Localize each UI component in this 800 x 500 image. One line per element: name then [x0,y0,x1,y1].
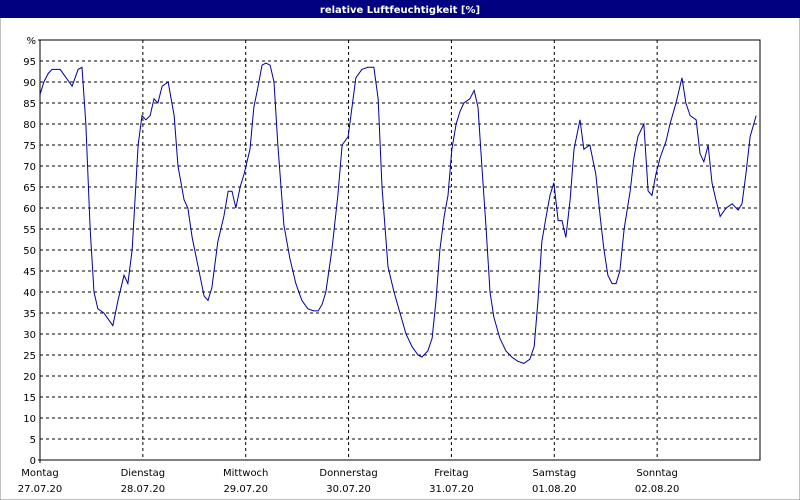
y-tick-label: 30 [23,330,36,341]
x-tick-label: Sonntag [636,468,678,479]
x-tick-label: Samstag [532,468,576,479]
y-tick-label: 35 [23,309,36,320]
x-tick-date: 31.07.20 [429,484,474,495]
chart-title: relative Luftfeuchtigkeit [%] [320,5,480,16]
y-tick-label: 15 [23,393,36,404]
y-tick-label: 75 [23,141,36,152]
y-tick-label: 5 [30,435,36,446]
y-tick-label: 65 [23,183,36,194]
data-line [39,62,757,364]
x-tick-label: Dienstag [121,468,166,479]
x-tick-label: Montag [21,468,58,479]
y-tick-label: 10 [23,414,36,425]
y-tick-label: 70 [23,162,36,173]
y-tick-label: 60 [23,204,36,215]
y-tick-label: 25 [23,351,36,362]
y-tick-label: 0 [30,456,36,467]
x-tick-date: 29.07.20 [223,484,268,495]
x-tick-label: Donnerstag [319,468,377,479]
y-tick-label: 90 [23,78,36,89]
x-tick-date: 28.07.20 [121,484,166,495]
y-tick-label: 40 [23,288,36,299]
y-tick-label: % [26,36,36,47]
x-tick-date: 01.08.20 [532,484,577,495]
x-tick-date: 02.08.20 [635,484,680,495]
x-tick-date: 27.07.20 [18,484,63,495]
y-tick-label: 20 [23,372,36,383]
y-tick-label: 55 [23,225,36,236]
y-tick-label: 80 [23,120,36,131]
y-tick-label: 85 [23,99,36,110]
x-tick-label: Freitag [434,468,468,479]
title-bar [0,0,800,18]
y-tick-label: 95 [23,57,36,68]
y-tick-label: 50 [23,246,36,257]
x-tick-date: 30.07.20 [326,484,371,495]
y-tick-label: 45 [23,267,36,278]
x-tick-label: Mittwoch [223,468,268,479]
